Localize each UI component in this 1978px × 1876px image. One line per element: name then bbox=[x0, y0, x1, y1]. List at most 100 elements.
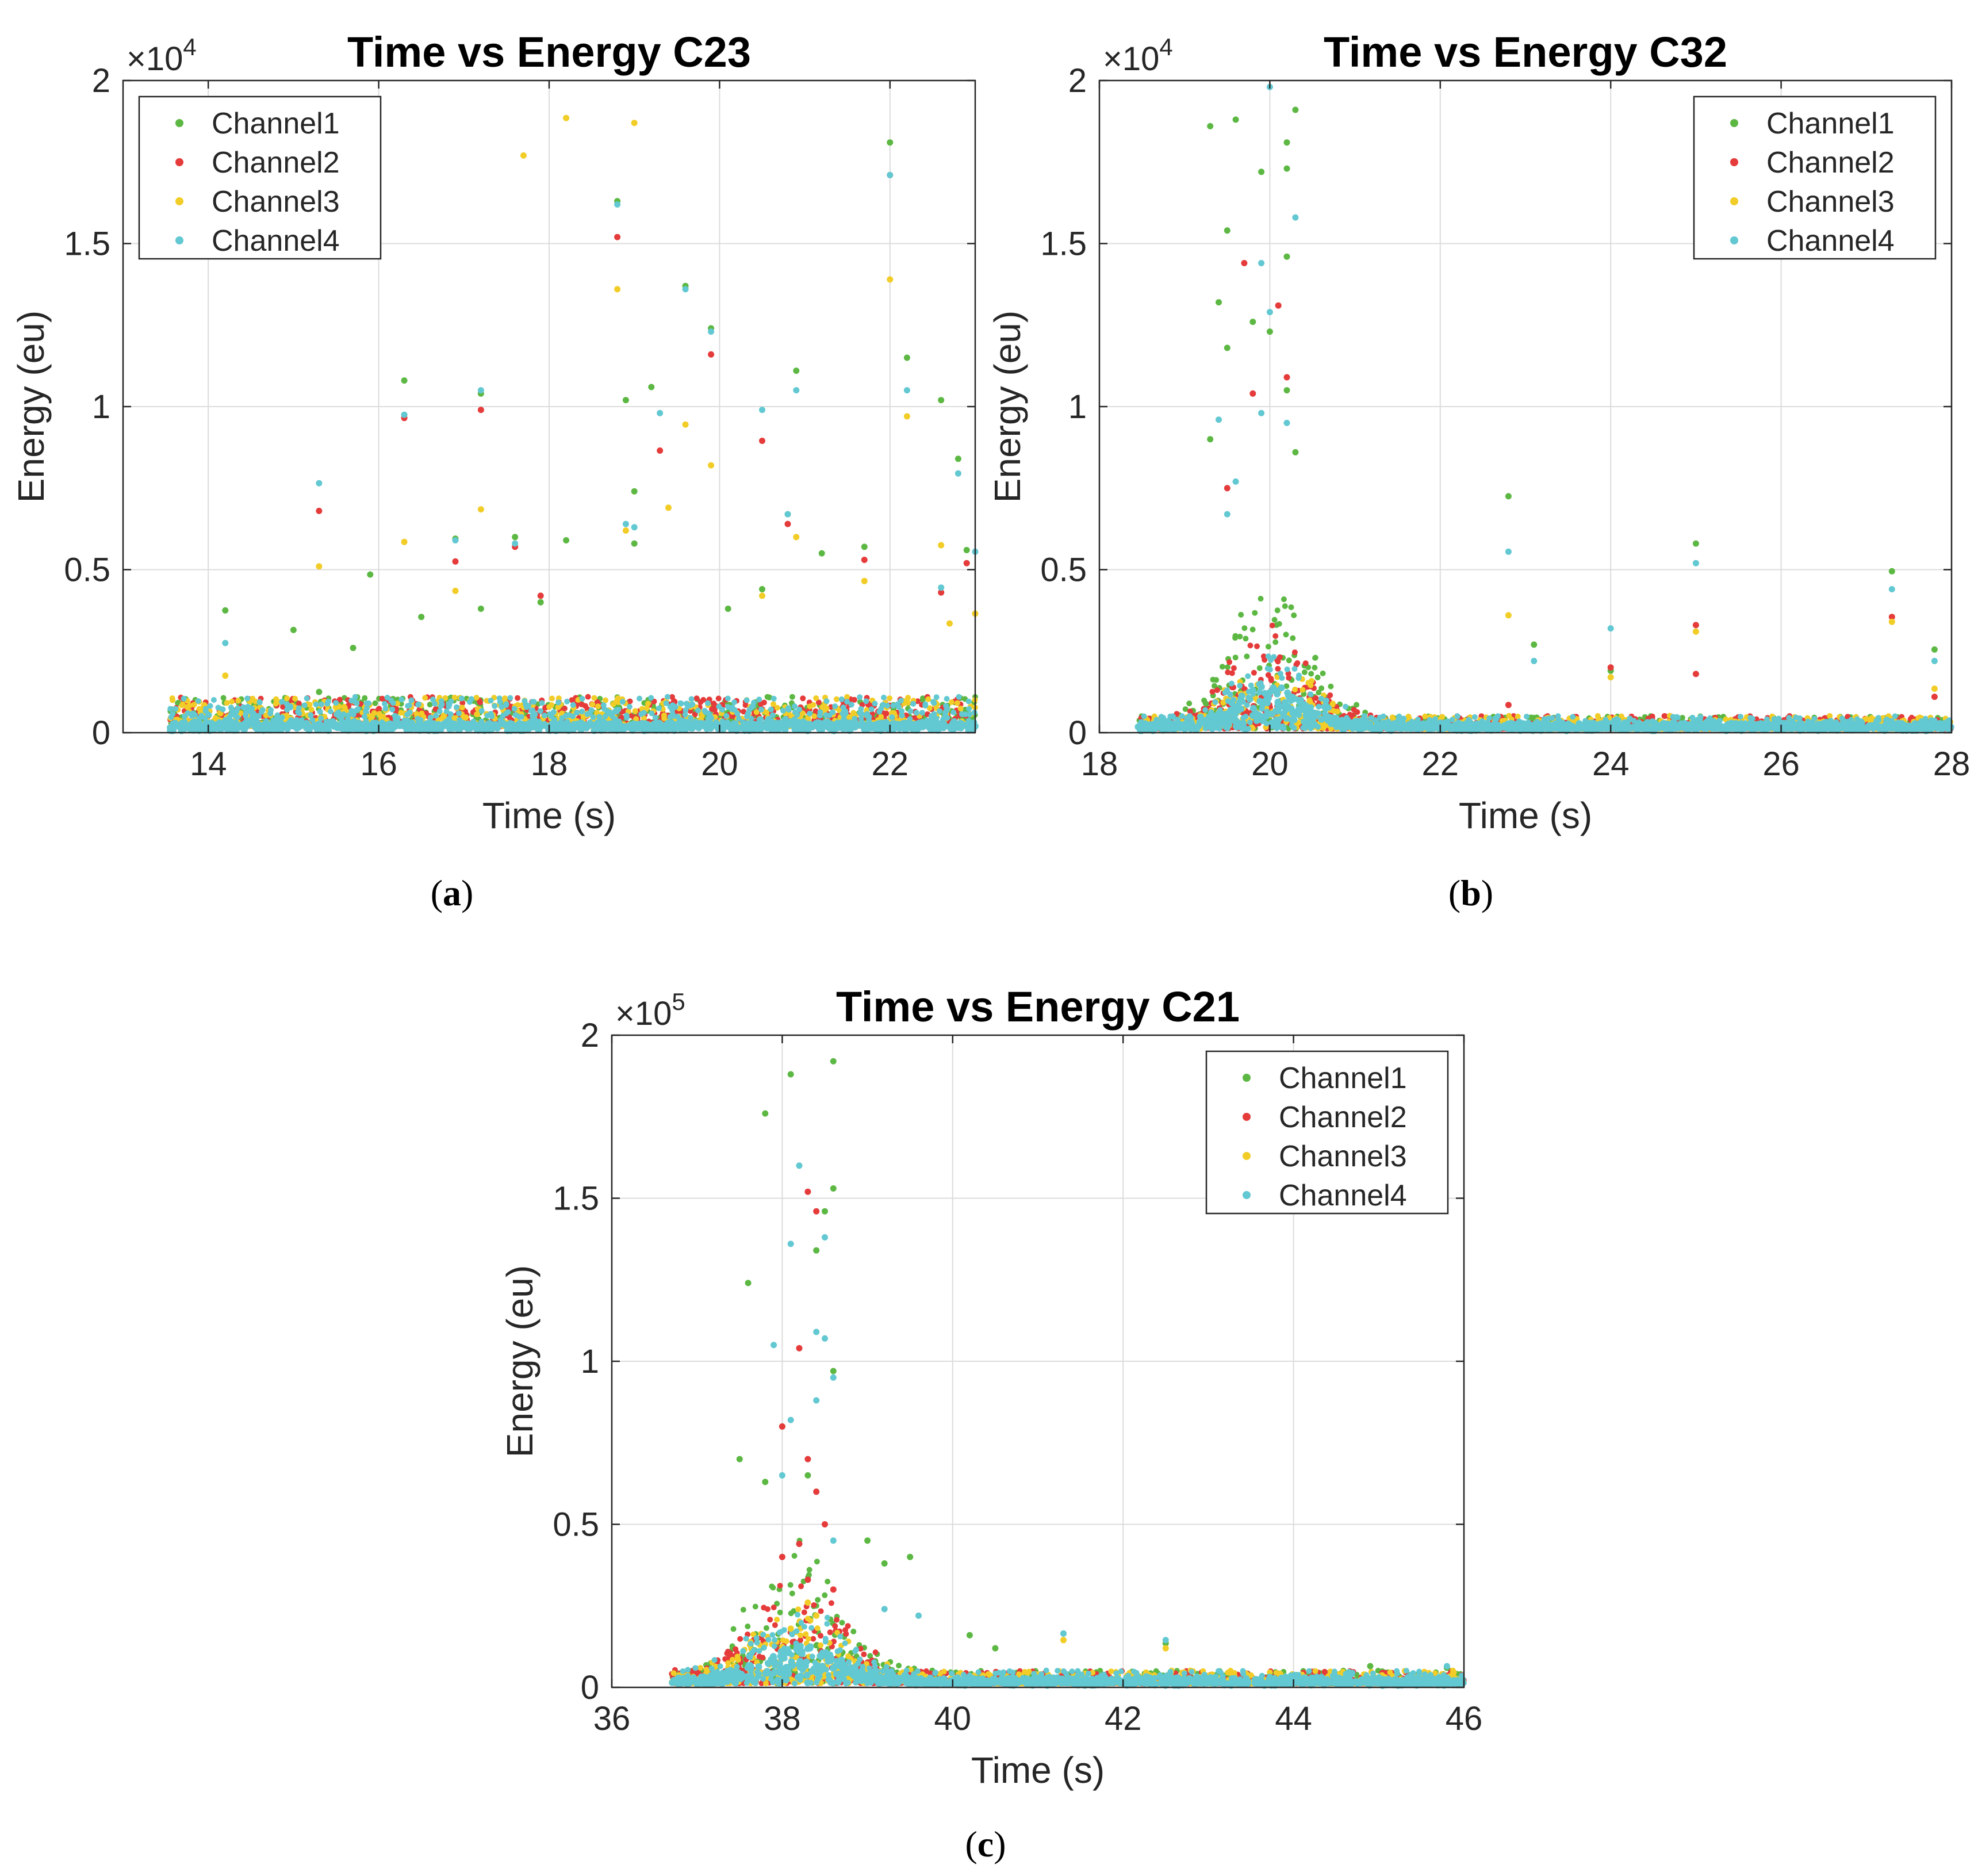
dense-point bbox=[688, 696, 695, 702]
dense-point bbox=[715, 695, 722, 702]
data-point bbox=[938, 542, 945, 549]
dense-point bbox=[751, 699, 757, 706]
dense-point bbox=[950, 709, 957, 715]
dense-point bbox=[579, 696, 585, 702]
dense-point bbox=[339, 714, 345, 719]
dense-point bbox=[794, 711, 800, 718]
dense-point bbox=[1210, 676, 1216, 683]
dense-point bbox=[1232, 635, 1239, 641]
data-point bbox=[563, 114, 570, 121]
dense-point bbox=[351, 709, 357, 715]
dense-point bbox=[318, 701, 324, 707]
dense-point bbox=[848, 702, 854, 708]
data-point bbox=[316, 563, 323, 570]
data-point bbox=[512, 534, 519, 541]
baseline-point bbox=[937, 724, 945, 732]
data-point bbox=[367, 571, 374, 578]
dense-point bbox=[220, 695, 227, 701]
baseline-point bbox=[632, 721, 639, 728]
baseline-point bbox=[332, 723, 339, 730]
dense-point bbox=[296, 705, 302, 711]
baseline-point bbox=[296, 720, 304, 728]
dense-point bbox=[768, 706, 775, 713]
data-point bbox=[938, 397, 945, 404]
y-multiplier-base: ×10 bbox=[126, 40, 183, 78]
baseline-point bbox=[313, 723, 320, 731]
dense-point bbox=[1186, 700, 1193, 707]
baseline-point bbox=[729, 725, 736, 732]
data-point bbox=[861, 543, 868, 550]
data-point bbox=[793, 387, 800, 394]
dense-point bbox=[683, 700, 689, 707]
data-point bbox=[614, 201, 621, 208]
dense-point bbox=[474, 711, 480, 717]
baseline-point bbox=[810, 722, 816, 729]
data-point bbox=[724, 606, 731, 612]
baseline-point bbox=[787, 721, 793, 728]
baseline-point bbox=[674, 721, 681, 728]
data-point bbox=[657, 447, 664, 454]
dense-point bbox=[394, 715, 401, 721]
baseline-point bbox=[244, 722, 252, 729]
data-point bbox=[784, 520, 791, 527]
data-point bbox=[682, 421, 689, 428]
dense-point bbox=[1265, 644, 1271, 650]
dense-point bbox=[324, 700, 331, 707]
dense-point bbox=[584, 711, 591, 717]
dense-point bbox=[1320, 670, 1326, 676]
dense-point bbox=[555, 705, 561, 710]
data-point bbox=[622, 520, 629, 527]
data-point bbox=[861, 557, 868, 563]
baseline-point bbox=[722, 722, 730, 729]
data-point bbox=[708, 328, 715, 335]
data-point bbox=[418, 614, 425, 621]
dense-point bbox=[284, 695, 290, 702]
dense-point bbox=[228, 712, 234, 718]
legend-label: Channel2 bbox=[212, 146, 340, 179]
dense-point bbox=[838, 696, 845, 702]
baseline-point bbox=[745, 720, 752, 728]
baseline-point bbox=[493, 725, 501, 732]
dense-point bbox=[511, 706, 518, 712]
x-tick-label: 22 bbox=[872, 745, 909, 783]
series-channel2 bbox=[316, 171, 970, 599]
y-tick-label: 1 bbox=[92, 388, 110, 426]
dense-point bbox=[496, 695, 503, 702]
dense-point bbox=[313, 701, 319, 707]
dense-point bbox=[564, 698, 570, 705]
dense-point bbox=[541, 713, 547, 718]
data-point bbox=[759, 586, 765, 592]
dense-point bbox=[664, 694, 670, 700]
baseline-point bbox=[697, 719, 705, 727]
data-point bbox=[903, 413, 910, 420]
dense-point bbox=[189, 713, 195, 719]
data-point bbox=[512, 540, 519, 547]
dense-point bbox=[800, 695, 806, 702]
dense-point bbox=[235, 705, 241, 711]
dense-point bbox=[863, 698, 869, 705]
dense-point bbox=[792, 703, 798, 710]
dense-point bbox=[301, 702, 308, 709]
dense-point bbox=[415, 702, 421, 708]
dense-point bbox=[833, 696, 839, 702]
dense-point bbox=[595, 703, 601, 710]
data-point bbox=[477, 606, 484, 612]
baseline-point bbox=[917, 721, 925, 729]
dense-point bbox=[478, 708, 485, 714]
dense-point bbox=[195, 698, 201, 704]
data-point bbox=[477, 387, 484, 394]
data-point bbox=[537, 592, 544, 599]
dense-point bbox=[1243, 635, 1249, 642]
dense-point bbox=[826, 713, 833, 719]
dense-point bbox=[928, 713, 934, 719]
dense-point bbox=[1328, 683, 1334, 690]
dense-point bbox=[780, 707, 786, 714]
dense-point bbox=[422, 695, 428, 701]
dense-point bbox=[810, 702, 816, 708]
x-tick-label: 16 bbox=[360, 745, 397, 783]
dense-point bbox=[966, 706, 972, 712]
dense-point bbox=[328, 709, 334, 715]
dense-point bbox=[563, 713, 569, 719]
dense-point bbox=[1232, 654, 1239, 661]
